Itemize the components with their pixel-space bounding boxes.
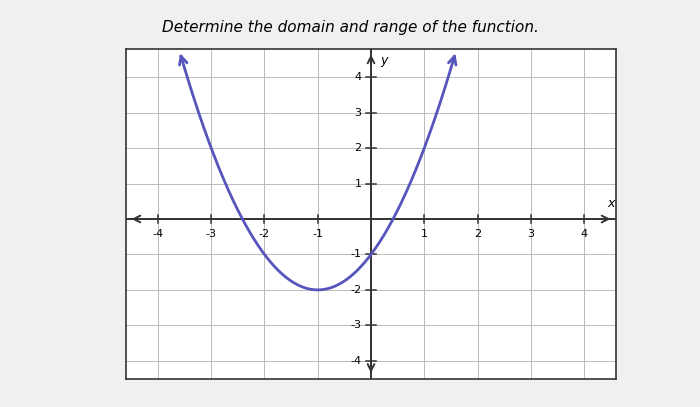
Text: -1: -1 (351, 249, 361, 259)
Text: y: y (381, 54, 388, 67)
Text: 2: 2 (354, 143, 361, 153)
Text: x: x (607, 197, 615, 210)
Text: Determine the domain and range of the function.: Determine the domain and range of the fu… (162, 20, 538, 35)
Text: -3: -3 (206, 229, 217, 239)
Text: -1: -1 (312, 229, 323, 239)
Text: 3: 3 (354, 107, 361, 118)
Text: -2: -2 (259, 229, 270, 239)
Text: -3: -3 (351, 320, 361, 330)
Text: 2: 2 (474, 229, 481, 239)
Text: 4: 4 (580, 229, 587, 239)
Text: -2: -2 (350, 285, 361, 295)
Text: -4: -4 (350, 356, 361, 366)
Text: 1: 1 (421, 229, 428, 239)
Text: -4: -4 (153, 229, 164, 239)
Text: 3: 3 (527, 229, 534, 239)
Text: 1: 1 (354, 179, 361, 188)
Text: 4: 4 (354, 72, 361, 82)
